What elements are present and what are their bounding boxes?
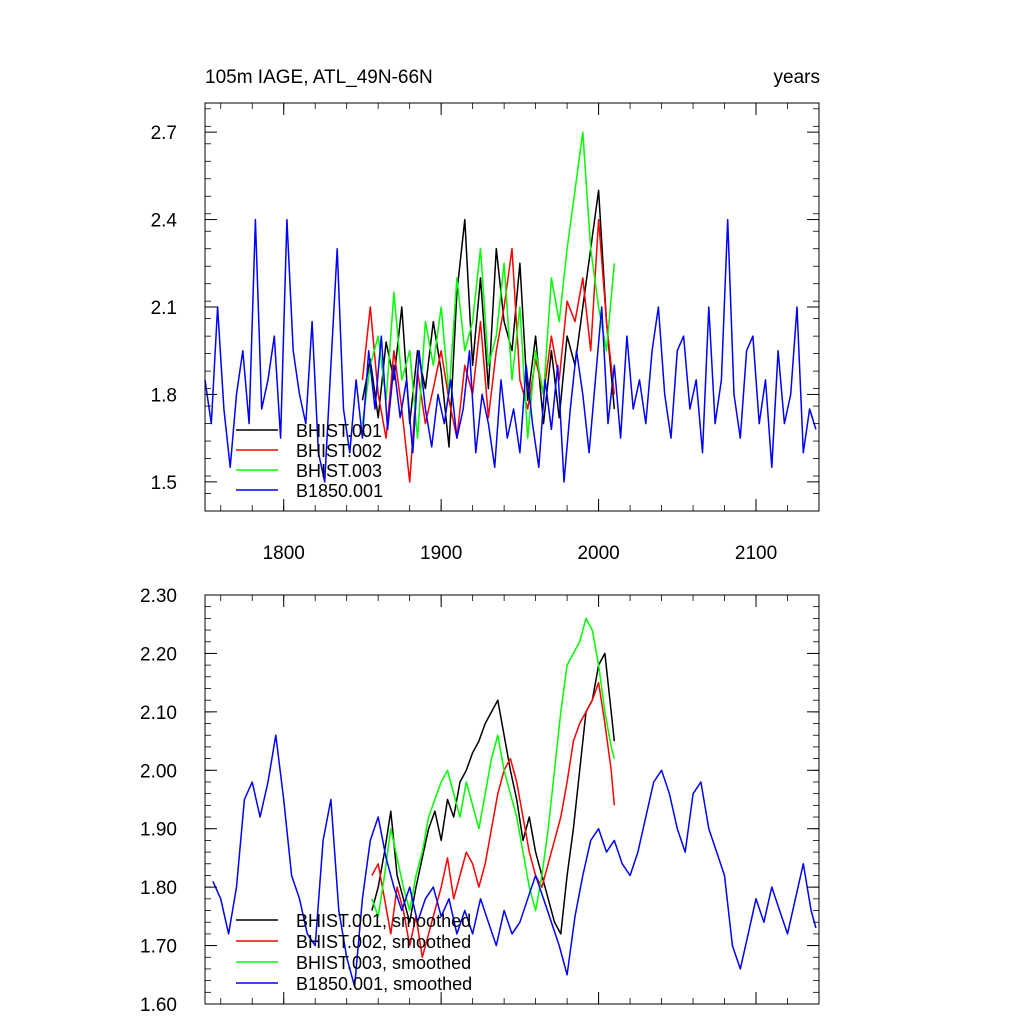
top-axis-ticks: 1.5 1.8 2.1 2.4 2.7 1800 1900 2000 2100 [151,103,820,564]
bottom-ytick-label: 1.70 [140,937,177,958]
top-panel: 105m IAGE, ATL_49N-66N years 1.5 1.8 2.1 2.… [151,67,820,564]
bottom-legend-label-bhist-003-smoothed: BHIST.003, smoothed [296,953,471,973]
bottom-legend-label-b1850-001-smoothed: B1850.001, smoothed [296,974,472,994]
bottom-ytick-label: 2.00 [140,761,177,782]
top-series-lines [204,131,817,483]
top-ytick-label: 2.7 [151,123,177,144]
top-plot-frame [204,102,820,512]
bottom-series-b1850-001-smoothed [212,734,817,988]
top-panel-title: 105m IAGE, ATL_49N-66N [205,67,433,88]
bottom-ytick-label: 2.30 [140,586,177,607]
top-xtick-label: 2100 [735,543,777,564]
bottom-ytick-label: 2.10 [140,703,177,724]
bottom-ytick-label: 1.60 [140,995,177,1016]
bottom-axis-ticks: 1.60 1.70 1.80 1.90 2.00 2.10 2.20 2.30 [140,586,820,1016]
bottom-plot-frame [204,594,820,1005]
top-series-bhist-002 [361,218,616,483]
top-series-b1850-001 [204,218,817,483]
bottom-ytick-label: 1.80 [140,878,177,899]
top-legend-label-bhist-002: BHIST.002 [296,441,382,461]
bottom-series-lines [212,617,817,988]
top-ytick-label: 1.8 [151,385,177,406]
top-legend-label-bhist-003: BHIST.003 [296,461,382,481]
top-legend-label-b1850-001: B1850.001 [296,481,383,501]
top-ytick-label: 2.4 [151,211,178,232]
top-series-bhist-001 [361,189,616,448]
top-xtick-label: 1800 [263,543,305,564]
bottom-series-bhist-003-smoothed [371,617,616,918]
bottom-legend-label-bhist-002-smoothed: BHIST.002, smoothed [296,932,471,952]
top-series-bhist-003 [361,131,616,439]
top-ytick-label: 2.1 [151,298,177,319]
bottom-panel: 1.60 1.70 1.80 1.90 2.00 2.10 2.20 2.30 BHIST.0… [140,586,820,1016]
bottom-series-bhist-002-smoothed [371,681,616,959]
top-panel-right-label: years [774,67,820,88]
bottom-ytick-label: 2.20 [140,644,177,665]
top-legend-label-bhist-001: BHIST.001 [296,421,382,441]
top-xtick-label: 1900 [420,543,462,564]
bottom-legend-label-bhist-001-smoothed: BHIST.001, smoothed [296,911,471,931]
bottom-ytick-label: 1.90 [140,820,177,841]
top-xtick-label: 2000 [577,543,619,564]
top-ytick-label: 1.5 [151,473,177,494]
